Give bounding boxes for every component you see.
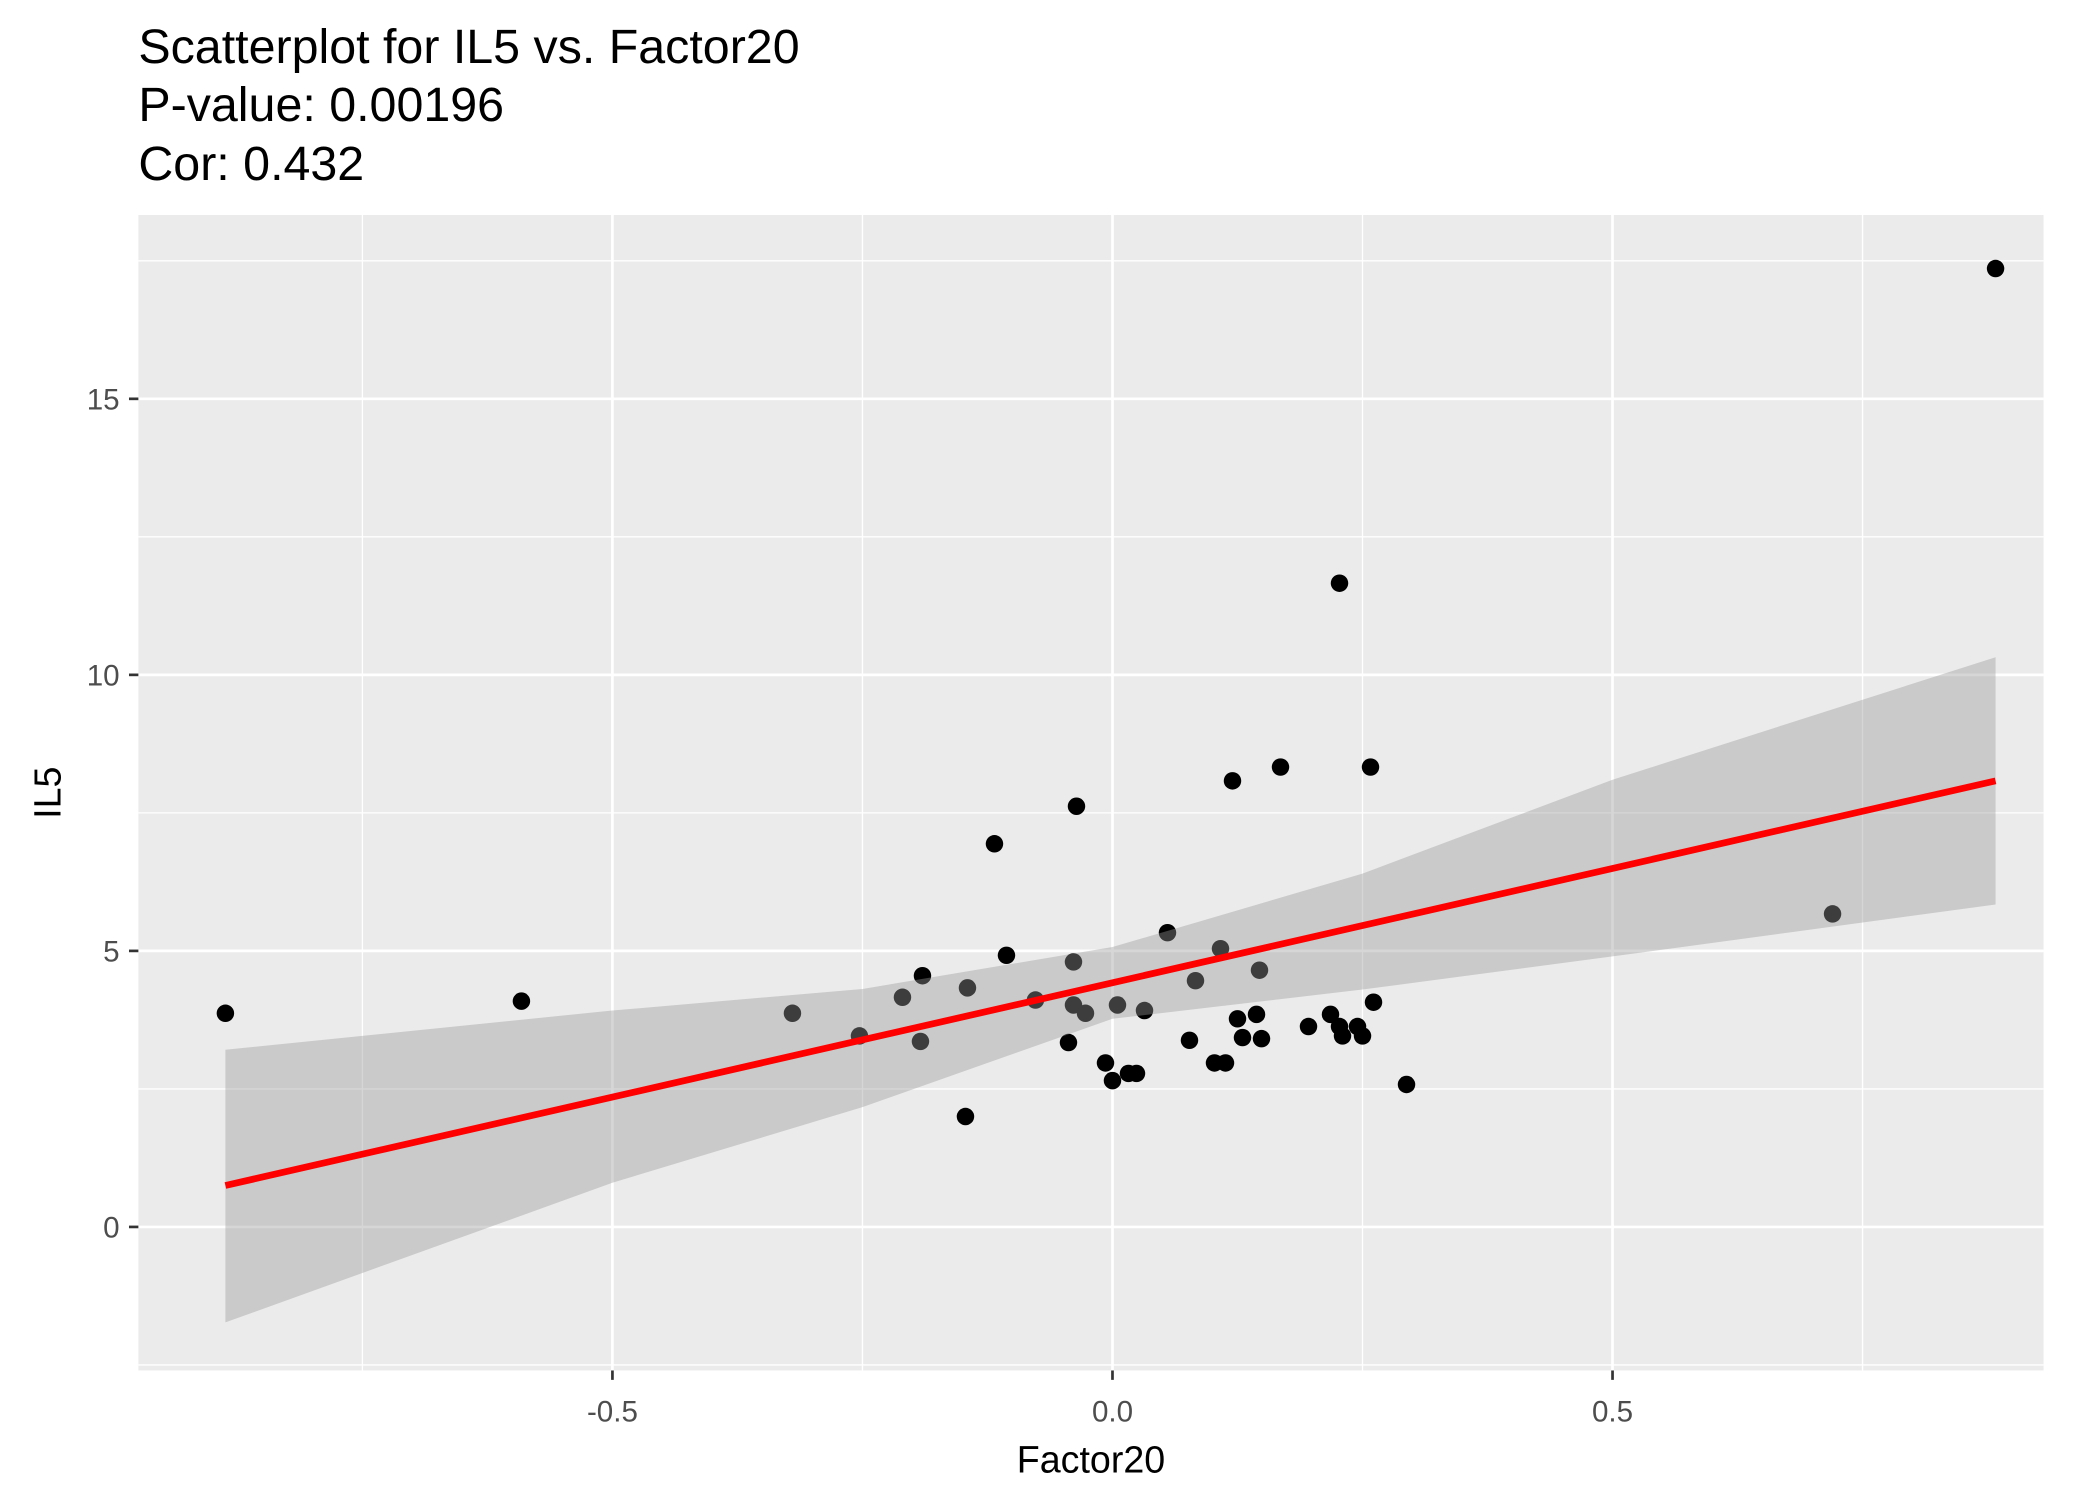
point xyxy=(1330,574,1349,592)
point xyxy=(1135,1001,1154,1020)
point xyxy=(1064,953,1083,971)
point xyxy=(1397,1075,1416,1094)
point xyxy=(1250,961,1269,979)
confidence-band xyxy=(225,657,1996,1323)
chart-title: Scatterplot for IL5 vs. Factor20 xyxy=(138,20,799,74)
point xyxy=(893,988,912,1006)
point xyxy=(1108,996,1127,1014)
point xyxy=(512,992,531,1010)
point xyxy=(1986,259,2005,278)
point xyxy=(1158,923,1177,942)
point xyxy=(1228,1010,1247,1028)
point xyxy=(1223,772,1242,790)
point xyxy=(1076,1004,1095,1023)
point xyxy=(1321,1005,1340,1024)
point xyxy=(1067,797,1086,815)
point xyxy=(1247,1005,1266,1024)
regression-line xyxy=(224,777,1997,1189)
point xyxy=(1252,1029,1271,1048)
point xyxy=(1361,758,1380,776)
point xyxy=(1216,1054,1235,1072)
point xyxy=(1353,1027,1372,1045)
point xyxy=(1059,1033,1078,1052)
y-tick-label: 15 xyxy=(87,384,120,417)
point xyxy=(911,1032,930,1051)
point xyxy=(1271,758,1290,776)
point xyxy=(1823,905,1842,923)
point xyxy=(1127,1064,1146,1083)
annotation: Cor: 0.432 xyxy=(138,137,364,191)
point xyxy=(985,835,1004,853)
y-tick-label: 10 xyxy=(87,660,120,693)
annotation: P-value: 0.00196 xyxy=(138,78,504,132)
point xyxy=(783,1004,802,1023)
point xyxy=(1186,971,1205,990)
x-tick-label: 0.5 xyxy=(1592,1396,1633,1429)
point xyxy=(1233,1028,1252,1047)
point xyxy=(1333,1027,1352,1045)
point xyxy=(1103,1071,1122,1090)
x-axis-label: Factor20 xyxy=(1017,1439,1165,1481)
plot-panel xyxy=(138,214,2044,1371)
point xyxy=(1211,939,1230,958)
point xyxy=(1180,1031,1199,1050)
y-axis-label: IL5 xyxy=(26,767,68,819)
point xyxy=(216,1004,235,1023)
point xyxy=(956,1107,975,1126)
point xyxy=(997,946,1016,965)
point xyxy=(913,967,932,985)
x-tick-label: -0.5 xyxy=(587,1396,638,1429)
point xyxy=(1299,1017,1318,1036)
y-tick-label: 5 xyxy=(103,936,119,969)
y-tick-label: 0 xyxy=(103,1212,119,1245)
point xyxy=(1364,993,1383,1011)
x-tick-label: 0.0 xyxy=(1092,1396,1133,1429)
point xyxy=(1096,1054,1115,1072)
point xyxy=(958,979,977,997)
